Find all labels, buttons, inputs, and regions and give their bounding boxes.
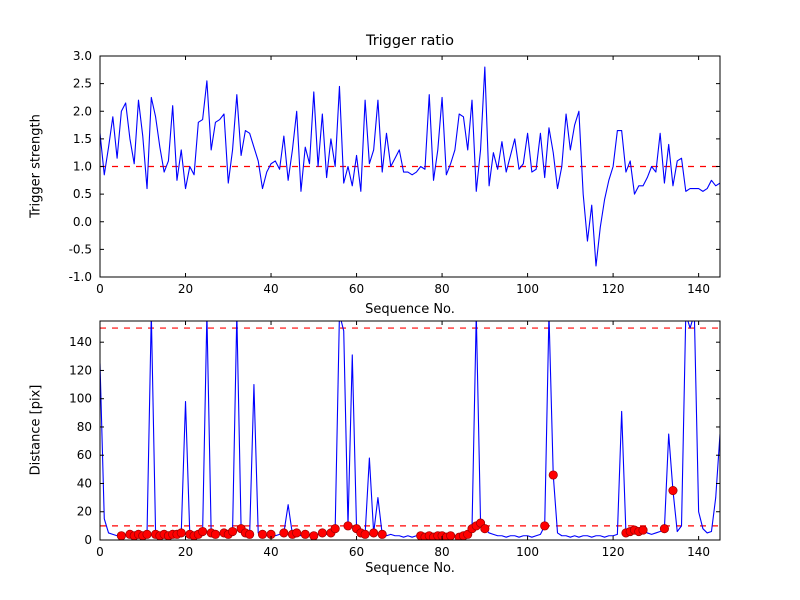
distance-marker [245, 529, 255, 539]
trigger-ratio-ytick-label: -1.0 [69, 270, 92, 284]
trigger-ratio-xtick-label: 20 [178, 282, 193, 296]
top-chart-xlabel: Sequence No. [365, 302, 455, 317]
trigger-ratio-xtick-label: 100 [516, 282, 539, 296]
trigger-ratio-ytick-label: 0.5 [73, 187, 92, 201]
distance-marker [369, 528, 379, 538]
distance-xtick-label: 100 [516, 545, 539, 559]
distance-xtick-label: 40 [263, 545, 278, 559]
distance-marker [300, 529, 310, 539]
distance-xtick-label: 60 [349, 545, 364, 559]
distance-ticks [99, 321, 720, 541]
bottom-chart-xlabel: Sequence No. [365, 561, 455, 576]
trigger-ratio-plot-area [100, 66, 720, 267]
distance-marker [377, 529, 387, 539]
bottom-chart-ylabel: Distance [pix] [28, 384, 44, 476]
distance-ytick-label: 20 [77, 505, 92, 519]
distance-marker [668, 485, 678, 496]
distance-xtick-label: 0 [96, 545, 104, 559]
trigger-ratio-xtick-label: 140 [687, 282, 710, 296]
distance-series-line [100, 321, 720, 538]
distance-marker [228, 526, 238, 537]
distance-ytick-label: 140 [69, 335, 92, 349]
distance-marker [309, 531, 319, 540]
distance-marker [330, 524, 340, 534]
distance-ytick-label: 80 [77, 420, 92, 434]
distance-xtick-label: 80 [434, 545, 449, 559]
distance-marker [540, 521, 550, 531]
distance-ytick-label: 40 [77, 476, 92, 490]
top-chart-ylabel: Trigger strength [28, 114, 44, 218]
distance-marker [142, 529, 152, 539]
distance-marker [292, 528, 302, 538]
distance-xtick-label: 140 [687, 545, 710, 559]
distance-xtick-label: 120 [602, 545, 625, 559]
distance-marker [659, 524, 669, 534]
distance-marker [279, 528, 289, 538]
distance-marker [638, 525, 648, 535]
trigger-ratio-xtick-label: 60 [349, 282, 364, 296]
distance-marker [198, 526, 208, 537]
distance-marker [480, 524, 490, 534]
distance-marker [210, 529, 220, 539]
distance-marker [176, 528, 186, 538]
distance-xtick-label: 20 [178, 545, 193, 559]
top-chart-title: Trigger ratio [365, 33, 455, 49]
trigger-ratio-ytick-label: 2.0 [73, 104, 92, 118]
distance-ytick-label: 100 [69, 392, 92, 406]
trigger-ratio-ytick-label: 3.0 [73, 49, 92, 63]
trigger-ratio-ytick-label: 2.5 [73, 77, 92, 91]
distance-ytick-label: 0 [84, 533, 92, 547]
trigger-ratio-ticks [99, 55, 720, 278]
distance-marker [116, 531, 126, 540]
trigger-ratio-ytick-label: 1.5 [73, 132, 92, 146]
trigger-ratio-series-line [100, 66, 720, 267]
distance-marker [257, 529, 268, 539]
trigger-ratio-axes-frame [99, 55, 721, 278]
distance-marker [446, 531, 456, 540]
trigger-ratio-xtick-label: 120 [602, 282, 625, 296]
distance-axes-frame [99, 320, 721, 541]
trigger-ratio-xtick-label: 80 [434, 282, 449, 296]
distance-marker [548, 470, 558, 480]
distance-plot-area [100, 321, 720, 540]
trigger-ratio-ytick-label: 0.0 [73, 215, 92, 229]
distance-marker [317, 528, 327, 538]
trigger-ratio-ytick-label: 1.0 [73, 160, 92, 174]
distance-marker [343, 521, 353, 531]
trigger-ratio-xtick-label: 40 [263, 282, 278, 296]
trigger-ratio-xtick-label: 0 [96, 282, 104, 296]
distance-ytick-label: 120 [69, 363, 92, 377]
distance-ytick-label: 60 [77, 448, 92, 462]
distance-marker [360, 529, 370, 539]
trigger-ratio-ytick-label: -0.5 [69, 242, 92, 256]
